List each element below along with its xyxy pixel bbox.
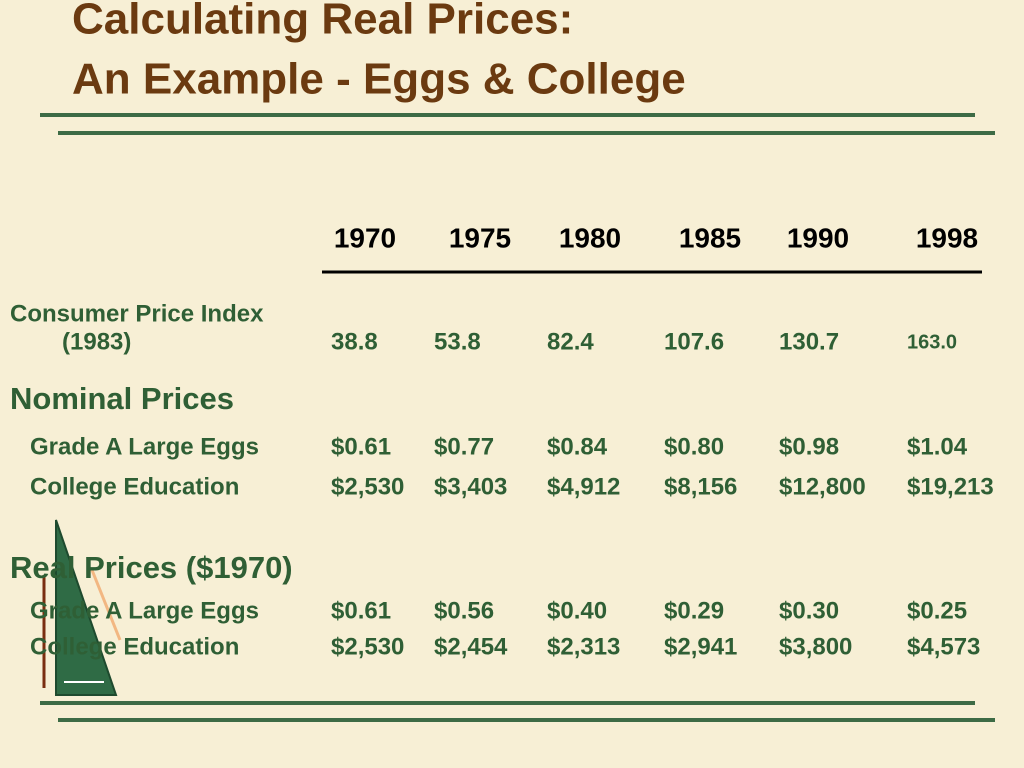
year-header: 1970 [334, 222, 396, 253]
cell: 53.8 [434, 328, 481, 355]
title-line: An Example - Eggs & College [72, 55, 686, 104]
cell: $0.29 [664, 597, 724, 624]
cell: $19,213 [907, 473, 994, 500]
cell: $12,800 [779, 473, 866, 500]
row-label: Grade A Large Eggs [30, 597, 259, 624]
cell: $0.40 [547, 597, 607, 624]
year-header: 1980 [559, 222, 621, 253]
cell: $3,800 [779, 633, 852, 660]
cell: $0.84 [547, 433, 608, 460]
cell: $0.25 [907, 597, 967, 624]
row-label: Grade A Large Eggs [30, 433, 259, 460]
cell: $4,573 [907, 633, 980, 660]
cell: $0.61 [331, 433, 391, 460]
cell: $0.30 [779, 597, 839, 624]
cell: $4,912 [547, 473, 620, 500]
row-label: Consumer Price Index [10, 300, 264, 327]
title-line: Calculating Real Prices: [72, 0, 573, 44]
cell: $0.98 [779, 433, 839, 460]
cell: $2,530 [331, 633, 404, 660]
cell: $1.04 [907, 433, 968, 460]
cell: $3,403 [434, 473, 507, 500]
cell: 38.8 [331, 328, 378, 355]
year-header: 1990 [787, 222, 849, 253]
cell: 163.0 [907, 331, 957, 353]
section-title: Nominal Prices [10, 381, 234, 416]
year-header: 1985 [679, 222, 741, 253]
cell: $0.56 [434, 597, 494, 624]
row-label: College Education [30, 473, 239, 500]
arrow [90, 569, 122, 641]
cell: $8,156 [664, 473, 737, 500]
triangle [55, 519, 118, 696]
cell: $2,530 [331, 473, 404, 500]
cell: $0.80 [664, 433, 724, 460]
row-label: College Education [30, 633, 239, 660]
cell: $0.61 [331, 597, 391, 624]
section-title: Real Prices ($1970) [10, 550, 293, 585]
cell: $2,313 [547, 633, 620, 660]
cell: $2,941 [664, 633, 737, 660]
row-label: (1983) [62, 328, 131, 355]
cell: $2,454 [434, 633, 508, 660]
year-header: 1975 [449, 222, 511, 253]
cell: 130.7 [779, 328, 839, 355]
cell: 107.6 [664, 328, 724, 355]
year-header: 1998 [916, 222, 978, 253]
cell: $0.77 [434, 433, 494, 460]
cell: 82.4 [547, 328, 594, 355]
decoration [42, 519, 122, 696]
